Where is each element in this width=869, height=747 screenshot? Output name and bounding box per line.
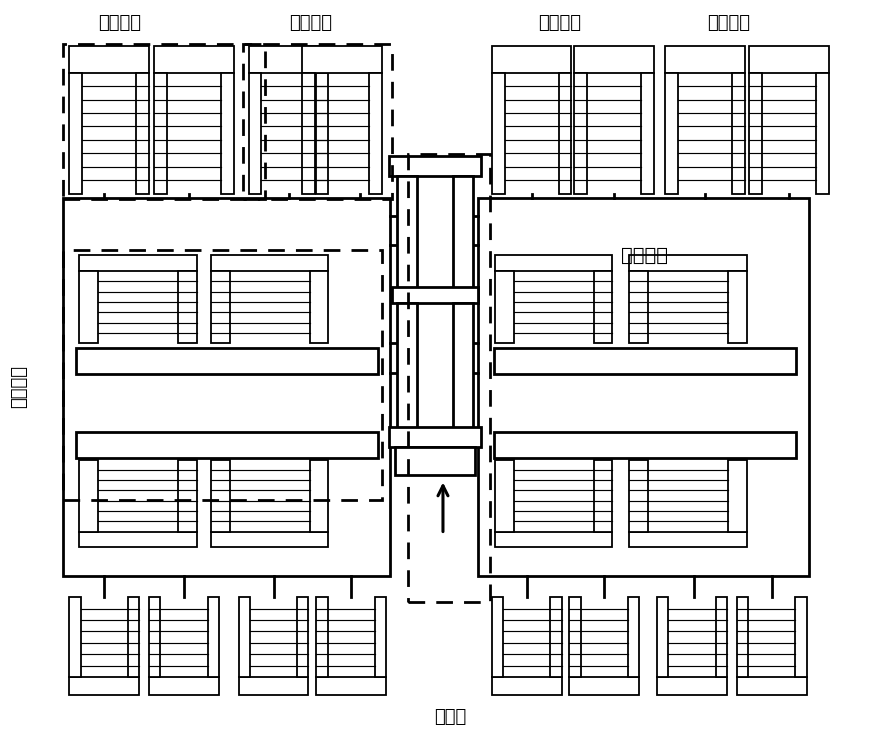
Bar xyxy=(70,72,82,193)
Bar xyxy=(309,271,328,343)
Bar xyxy=(815,72,827,193)
Bar xyxy=(375,597,386,678)
Bar xyxy=(369,72,381,193)
Bar xyxy=(297,597,308,678)
Bar xyxy=(574,46,653,72)
Bar xyxy=(316,597,328,678)
Bar xyxy=(79,459,98,532)
Bar xyxy=(392,288,477,303)
Bar xyxy=(396,303,416,433)
Bar xyxy=(491,72,504,193)
Bar xyxy=(315,72,328,193)
Text: 折叠梁: 折叠梁 xyxy=(434,707,466,726)
Bar xyxy=(149,678,219,695)
Bar xyxy=(70,46,149,72)
Text: 驱动电极: 驱动电极 xyxy=(97,14,141,32)
Bar xyxy=(628,459,647,532)
Bar xyxy=(494,432,795,458)
Bar xyxy=(491,678,561,695)
Bar xyxy=(727,459,746,532)
Bar xyxy=(210,459,229,532)
Bar xyxy=(408,154,489,602)
Bar xyxy=(494,532,612,548)
Bar xyxy=(70,597,81,678)
Bar xyxy=(79,271,98,343)
Bar xyxy=(154,72,167,193)
Bar xyxy=(731,72,744,193)
Bar xyxy=(494,459,513,532)
Bar xyxy=(79,532,196,548)
Bar xyxy=(70,678,139,695)
Bar xyxy=(494,255,612,271)
Bar xyxy=(736,678,806,695)
Bar xyxy=(178,459,196,532)
Bar xyxy=(491,46,571,72)
Bar xyxy=(665,46,744,72)
Bar xyxy=(210,271,229,343)
Bar xyxy=(249,72,262,193)
Bar xyxy=(665,72,677,193)
Bar xyxy=(736,597,747,678)
Bar xyxy=(128,597,139,678)
Bar xyxy=(396,176,416,295)
Bar xyxy=(76,348,378,374)
Bar xyxy=(302,72,315,193)
Bar xyxy=(627,597,639,678)
Bar xyxy=(302,46,381,72)
Bar xyxy=(76,432,378,458)
Text: 驱动检测: 驱动检测 xyxy=(289,14,332,32)
Bar xyxy=(63,198,389,576)
Text: 静电刚度: 静电刚度 xyxy=(10,365,29,409)
Bar xyxy=(727,271,746,343)
Bar xyxy=(593,459,612,532)
Bar xyxy=(63,250,381,500)
Bar xyxy=(136,72,149,193)
Bar xyxy=(569,678,639,695)
Bar xyxy=(178,271,196,343)
Bar xyxy=(491,597,502,678)
Bar xyxy=(208,597,219,678)
Bar xyxy=(748,72,760,193)
Bar xyxy=(242,44,392,199)
Bar xyxy=(221,72,234,193)
Bar xyxy=(453,303,473,433)
Bar xyxy=(715,597,726,678)
Bar xyxy=(640,72,653,193)
Text: 驱动电极: 驱动电极 xyxy=(706,14,750,32)
Bar xyxy=(395,447,474,474)
Bar xyxy=(593,271,612,343)
Bar xyxy=(494,271,513,343)
Bar xyxy=(628,271,647,343)
Bar xyxy=(569,597,580,678)
Text: 驱动检测: 驱动检测 xyxy=(537,14,580,32)
Bar xyxy=(550,597,561,678)
Bar xyxy=(316,678,386,695)
Bar xyxy=(628,255,746,271)
Bar xyxy=(656,597,667,678)
Bar xyxy=(477,198,807,576)
Bar xyxy=(238,678,308,695)
Bar xyxy=(210,532,328,548)
Bar xyxy=(656,678,726,695)
Bar xyxy=(249,46,328,72)
Bar xyxy=(794,597,806,678)
Bar xyxy=(388,156,481,176)
Bar xyxy=(453,176,473,295)
Bar xyxy=(494,348,795,374)
Bar xyxy=(388,427,481,447)
Bar xyxy=(210,255,328,271)
Bar xyxy=(149,597,160,678)
Bar xyxy=(574,72,587,193)
Text: 检测质量: 检测质量 xyxy=(620,246,667,265)
Bar xyxy=(63,44,264,199)
Bar xyxy=(748,46,827,72)
Bar xyxy=(309,459,328,532)
Bar xyxy=(154,46,234,72)
Bar xyxy=(628,532,746,548)
Bar xyxy=(558,72,571,193)
Bar xyxy=(79,255,196,271)
Bar xyxy=(238,597,249,678)
